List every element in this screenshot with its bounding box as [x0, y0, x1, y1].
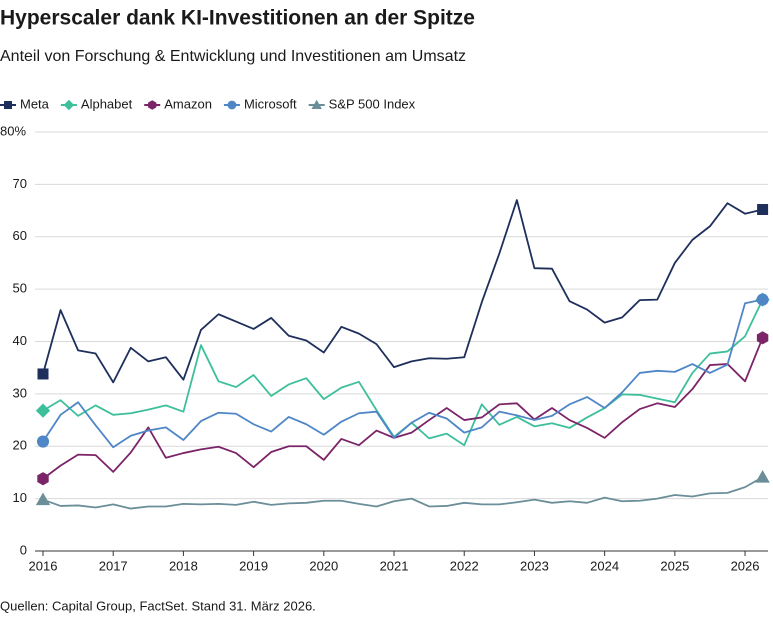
- series-line: [42, 476, 764, 510]
- marker: [756, 331, 769, 345]
- x-tick-label: 2018: [169, 558, 198, 573]
- y-tick-label: 60: [13, 228, 27, 243]
- x-tick-label: 2016: [29, 558, 58, 573]
- x-tick-label: 2022: [450, 558, 479, 573]
- marker: [35, 403, 51, 418]
- series-line: [42, 298, 763, 449]
- x-tick-label: 2026: [731, 558, 760, 573]
- series-line: [42, 199, 763, 384]
- marker: [755, 470, 770, 483]
- marker: [756, 293, 769, 306]
- marker: [311, 99, 322, 109]
- series-line: [42, 337, 764, 480]
- marker: [36, 435, 50, 448]
- legend-label: S&P 500 Index: [329, 96, 416, 111]
- y-tick-label: 0: [20, 542, 27, 557]
- x-tick-label: 2023: [520, 558, 549, 573]
- source-note: Quellen: Capital Group, FactSet. Stand 3…: [0, 598, 316, 613]
- marker: [63, 99, 75, 111]
- chart-title: Hyperscaler dank KI-Investitionen an der…: [0, 7, 475, 30]
- y-tick-label: 50: [13, 281, 27, 296]
- legend-label: Alphabet: [81, 96, 133, 111]
- legend-label: Meta: [20, 96, 50, 111]
- y-tick-label: 20: [13, 438, 27, 453]
- x-tick-label: 2024: [590, 558, 619, 573]
- x-tick-label: 2020: [309, 558, 338, 573]
- legend-label: Microsoft: [244, 96, 297, 111]
- y-tick-label: 30: [13, 385, 27, 400]
- y-tick-label: 10: [13, 490, 27, 505]
- y-tick-label: 40: [13, 333, 27, 348]
- x-tick-label: 2021: [380, 558, 409, 573]
- y-tick-label: 70: [13, 176, 27, 191]
- x-tick-label: 2017: [99, 558, 128, 573]
- marker: [148, 100, 157, 110]
- marker: [35, 492, 51, 506]
- x-tick-label: 2019: [239, 558, 268, 573]
- x-tick-label: 2025: [660, 558, 689, 573]
- y-tick-label: 80%: [0, 123, 26, 138]
- marker: [37, 472, 49, 486]
- marker: [227, 100, 237, 110]
- series-line: [42, 299, 764, 447]
- marker: [4, 101, 12, 109]
- marker: [37, 368, 49, 380]
- legend-label: Amazon: [164, 96, 212, 111]
- chart-subtitle: Anteil von Forschung & Entwicklung und I…: [0, 48, 466, 65]
- marker: [757, 204, 769, 216]
